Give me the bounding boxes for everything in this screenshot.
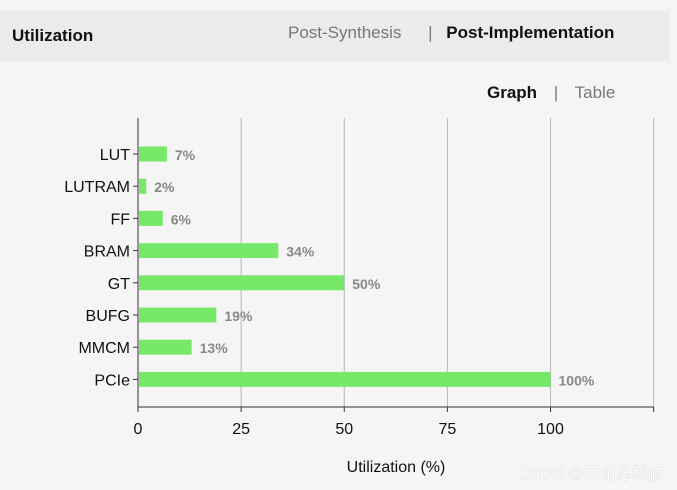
x-tick-label: 50 [335, 421, 353, 438]
bar [139, 178, 147, 194]
tab-separator: | [428, 23, 433, 42]
category-label: BUFG [86, 308, 130, 325]
x-tick-label: 0 [134, 421, 143, 438]
report-tabs: Post-Synthesis | Post-Implementation [288, 23, 614, 43]
category-label: LUT [100, 147, 130, 164]
category-label: PCIe [94, 372, 130, 389]
bar [139, 243, 279, 259]
category-label: FF [110, 211, 130, 228]
bar [139, 339, 192, 355]
tab-post-implementation[interactable]: Post-Implementation [446, 23, 615, 42]
header-bar: Utilization Post-Synthesis | Post-Implem… [0, 11, 669, 61]
x-tick-label: 25 [232, 421, 250, 438]
value-label: 100% [559, 372, 595, 388]
x-tick-label: 100 [537, 421, 564, 438]
tab-post-synthesis[interactable]: Post-Synthesis [288, 23, 402, 42]
bar [139, 210, 163, 226]
bar [139, 307, 217, 323]
bar [139, 146, 167, 162]
view-toggle: Graph | Table [487, 83, 615, 103]
bar [139, 275, 345, 291]
value-label: 7% [175, 147, 196, 163]
value-label: 2% [154, 179, 175, 195]
value-label: 6% [171, 211, 192, 227]
graph-view-button[interactable]: Graph [487, 83, 538, 102]
table-view-button[interactable]: Table [574, 83, 616, 102]
value-label: 19% [224, 308, 253, 324]
value-label: 50% [352, 276, 381, 292]
category-label: MMCM [78, 340, 130, 357]
watermark: CSDN @三角芯科技 [517, 466, 664, 483]
bar [139, 371, 551, 387]
x-axis-label: Utilization (%) [347, 459, 446, 476]
value-label: 34% [286, 244, 315, 260]
view-separator: | [553, 83, 559, 102]
panel-title: Utilization [12, 26, 94, 45]
category-label: BRAM [84, 244, 130, 261]
x-tick-label: 75 [438, 421, 456, 438]
category-label: LUTRAM [64, 179, 130, 196]
value-label: 13% [200, 340, 229, 356]
category-label: GT [108, 276, 130, 293]
